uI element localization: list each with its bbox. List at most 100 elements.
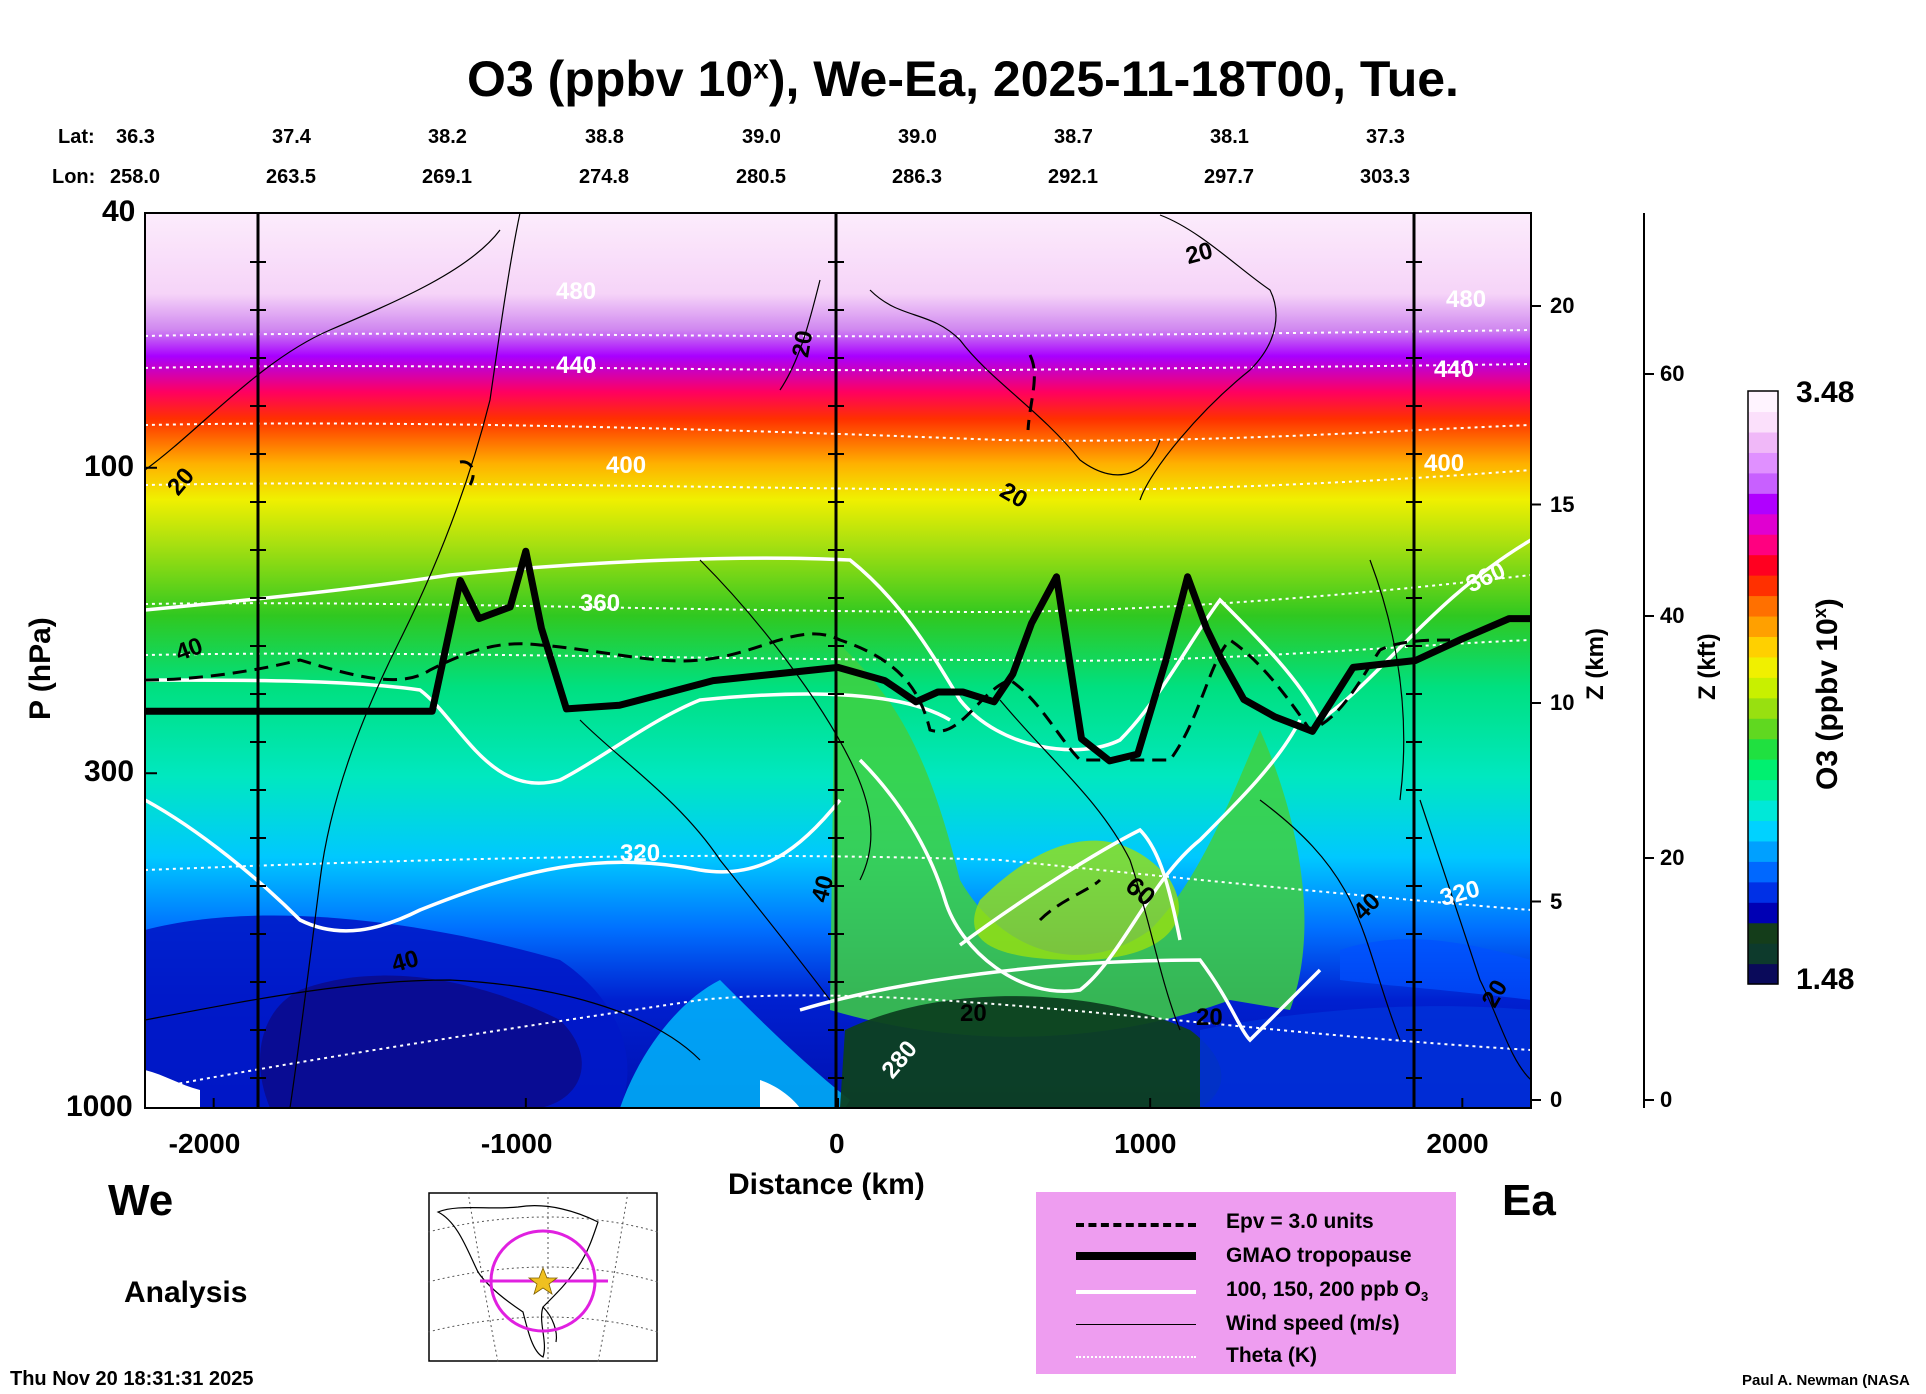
theta-label: 320	[620, 840, 661, 867]
lat-value: 37.4	[272, 126, 311, 148]
colorbar-frame	[1747, 390, 1779, 985]
legend-swatch-tropopause	[1076, 1252, 1196, 1260]
west-label: We	[108, 1176, 174, 1225]
colorbar-swatch	[1748, 922, 1778, 944]
lat-value: 38.2	[428, 126, 467, 148]
colorbar-swatch	[1748, 697, 1778, 719]
colorbar-swatch	[1748, 738, 1778, 760]
theta-label: 400	[606, 452, 647, 479]
lon-value: 274.8	[579, 166, 630, 188]
colorbar-swatch	[1748, 595, 1778, 617]
legend-label-epv: Epv = 3.0 units	[1226, 1210, 1374, 1233]
legend-swatch-theta	[1076, 1356, 1196, 1358]
colorbar-swatch	[1748, 799, 1778, 822]
z-km-tick-label: 10	[1550, 690, 1575, 715]
x-tick-label: 1000	[1114, 1128, 1177, 1159]
lat-value: 37.3	[1366, 126, 1405, 148]
title-exponent: x	[753, 53, 769, 85]
x-tick-label: 0	[829, 1128, 845, 1159]
y-tick-label: 100	[84, 449, 135, 483]
colorbar-swatch	[1748, 452, 1778, 474]
colorbar-swatch	[1748, 615, 1778, 637]
title-main: O3 (ppbv 10	[467, 51, 754, 107]
colorbar-swatch	[1748, 963, 1778, 985]
title-rest: ), We-Ea, 2025-11-18T00, Tue.	[768, 51, 1459, 107]
colorbar-swatch	[1748, 718, 1778, 740]
colorbar	[1748, 391, 1778, 985]
lon-value: 286.3	[892, 166, 943, 188]
x-axis-label: Distance (km)	[728, 1168, 925, 1201]
ozone-ppb-contours	[145, 538, 1531, 1043]
colorbar-swatch	[1748, 881, 1778, 903]
legend-label-ozone-main: 100, 150, 200 ppb O	[1226, 1278, 1421, 1301]
lon-value: 269.1	[422, 166, 473, 188]
x-tick-label: 2000	[1426, 1128, 1489, 1159]
colorbar-swatch	[1748, 759, 1778, 781]
theta-label: 400	[1424, 450, 1465, 477]
lat-value: 36.3	[116, 126, 155, 148]
z-km-tick-label: 20	[1550, 293, 1575, 318]
legend-label-theta: Theta (K)	[1226, 1344, 1317, 1367]
lon-value: 303.3	[1360, 166, 1411, 188]
mode-label: Analysis	[124, 1276, 248, 1309]
east-label: Ea	[1502, 1176, 1556, 1225]
colorbar-swatch	[1748, 840, 1778, 862]
colorbar-swatch	[1748, 943, 1778, 965]
theta-label: 440	[556, 352, 597, 379]
z-km-label: Z (km)	[1582, 628, 1609, 700]
colorbar-swatch	[1748, 493, 1778, 515]
z-kft-tick-label: 0	[1660, 1087, 1673, 1112]
lat-label: Lat:	[58, 126, 95, 148]
colorbar-swatch	[1748, 575, 1778, 597]
x-tick-label: -1000	[480, 1128, 553, 1159]
lon-value: 297.7	[1204, 166, 1255, 188]
z-kft-label: Z (kft)	[1694, 633, 1721, 700]
footer-timestamp: Thu Nov 20 18:31:31 2025	[10, 1368, 254, 1390]
footer-credit: Paul A. Newman (NASA	[1742, 1372, 1910, 1389]
colorbar-swatch	[1748, 656, 1778, 678]
colorbar-swatch	[1748, 677, 1778, 699]
wind-speed-label: 20	[1196, 1004, 1223, 1031]
lat-value: 39.0	[898, 126, 937, 148]
z-km-tick-label: 15	[1550, 491, 1575, 517]
colorbar-min: 1.48	[1796, 963, 1855, 996]
lon-value: 292.1	[1048, 166, 1099, 188]
z-km-tick-label: 5	[1550, 888, 1563, 914]
tropopause-line	[145, 547, 1531, 765]
colorbar-swatch	[1748, 472, 1778, 494]
lon-label: Lon:	[52, 166, 96, 188]
lat-value: 38.8	[585, 126, 624, 148]
colorbar-label-main: O3 (ppbv 10	[1811, 618, 1844, 790]
wind-speed-label: 20	[960, 1000, 987, 1027]
theta-label: 360	[580, 590, 621, 617]
colorbar-swatch	[1748, 902, 1778, 924]
colorbar-swatch	[1748, 513, 1778, 535]
y-tick-label: 1000	[66, 1090, 133, 1123]
chart-title: O3 (ppbv 10x), We-Ea, 2025-11-18T00, Tue…	[0, 50, 1926, 108]
inset-map	[428, 1192, 658, 1362]
colorbar-swatch	[1748, 861, 1778, 883]
z-kft-tick-label: 60	[1660, 361, 1685, 386]
colorbar-swatch	[1748, 391, 1778, 413]
axis-ticks	[145, 212, 1654, 1109]
legend-swatch-ozone	[1076, 1290, 1196, 1294]
lat-value: 39.0	[742, 126, 781, 148]
z-km-tick-label: 0	[1550, 1087, 1563, 1112]
legend-swatch-epv	[1076, 1223, 1196, 1227]
reference-lines	[256, 213, 1416, 1108]
epv-contour	[145, 354, 1451, 922]
legend-label-tropopause: GMAO tropopause	[1226, 1244, 1412, 1267]
wind-speed-label: 20	[787, 328, 819, 360]
lon-value: 263.5	[266, 166, 317, 188]
y-tick-label: 300	[84, 755, 135, 789]
theta-label: 480	[1446, 286, 1487, 313]
colorbar-max: 3.48	[1796, 376, 1855, 409]
theta-label: 440	[1434, 356, 1475, 383]
colorbar-label: O3 (ppbv 10x)	[1810, 598, 1845, 790]
colorbar-label-exp: x	[1810, 608, 1830, 619]
y-axis-label: P (hPa)	[24, 617, 57, 720]
legend: Epv = 3.0 units GMAO tropopause 100, 150…	[1036, 1192, 1456, 1374]
wind-speed-contours	[145, 213, 1531, 1108]
colorbar-swatch	[1748, 636, 1778, 658]
lon-value: 280.5	[736, 166, 787, 188]
